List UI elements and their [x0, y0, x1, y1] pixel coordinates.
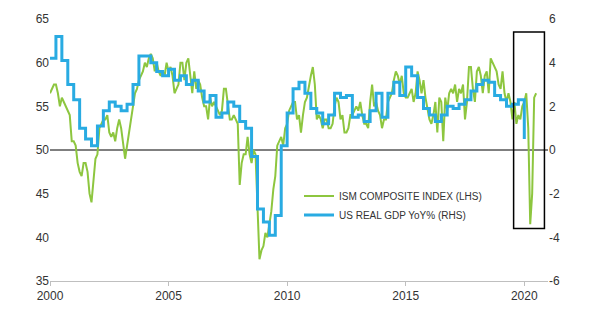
svg-text:2005: 2005 — [155, 289, 182, 303]
svg-text:0: 0 — [549, 143, 556, 157]
svg-text:55: 55 — [36, 100, 50, 114]
svg-text:-4: -4 — [549, 231, 560, 245]
svg-text:2000: 2000 — [37, 289, 64, 303]
svg-text:2: 2 — [549, 100, 556, 114]
svg-text:6: 6 — [549, 12, 556, 26]
svg-text:4: 4 — [549, 56, 556, 70]
svg-text:2010: 2010 — [274, 289, 301, 303]
svg-text:US REAL GDP YoY% (RHS): US REAL GDP YoY% (RHS) — [339, 210, 466, 221]
svg-text:2020: 2020 — [511, 289, 538, 303]
svg-text:35: 35 — [36, 274, 50, 288]
svg-text:45: 45 — [36, 187, 50, 201]
svg-text:65: 65 — [36, 12, 50, 26]
svg-text:-6: -6 — [549, 274, 560, 288]
svg-text:40: 40 — [36, 231, 50, 245]
svg-text:60: 60 — [36, 56, 50, 70]
svg-text:ISM COMPOSITE INDEX (LHS): ISM COMPOSITE INDEX (LHS) — [339, 191, 482, 202]
svg-text:50: 50 — [36, 143, 50, 157]
svg-text:2015: 2015 — [392, 289, 419, 303]
svg-text:-2: -2 — [549, 187, 560, 201]
